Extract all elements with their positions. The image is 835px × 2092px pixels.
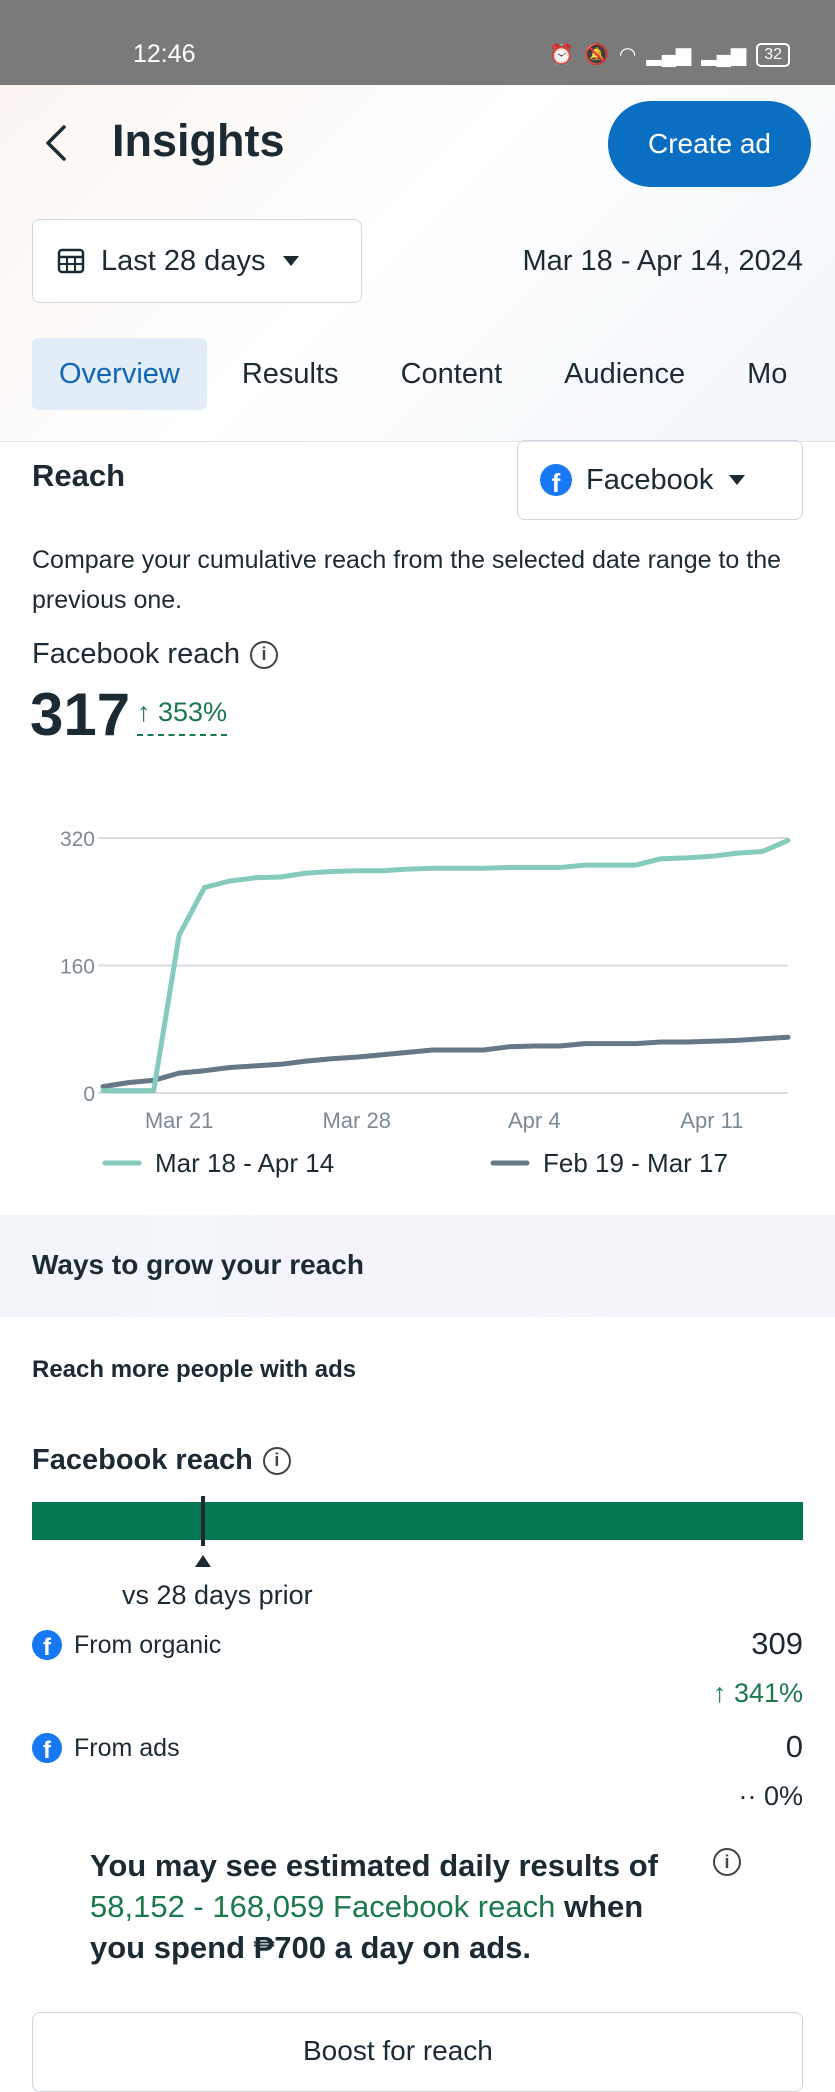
date-filter-dropdown[interactable]: Last 28 days — [32, 219, 362, 303]
facebook-logo-icon: f — [540, 464, 572, 496]
tab-bar: Overview Results Content Audience Mo — [32, 338, 822, 410]
bell-muted-icon: 🔕 — [583, 44, 609, 66]
tab-more[interactable]: Mo — [747, 357, 788, 390]
series-line-0 — [100, 837, 791, 1094]
x-tick-label: Mar 21 — [145, 1108, 213, 1133]
tab-content[interactable]: Content — [400, 357, 503, 390]
chevron-left-icon[interactable] — [38, 123, 78, 163]
source-label-organic: From organic — [74, 1630, 222, 1659]
legend-label: Mar 18 - Apr 14 — [155, 1148, 334, 1178]
estimate-text: You may see estimated daily results of 5… — [90, 1845, 690, 1968]
info-icon[interactable]: i — [713, 1848, 741, 1876]
page-title: Insights — [112, 115, 285, 166]
source-change-organic: ↑ 341% — [712, 1678, 803, 1708]
tab-overview[interactable]: Overview — [32, 338, 207, 410]
source-row-organic: f From organic — [32, 1630, 221, 1660]
x-tick-label: Mar 28 — [322, 1108, 390, 1133]
alarm-icon: ⏰ — [549, 44, 574, 66]
wifi-icon: ◠ — [618, 44, 637, 66]
facebook-reach-label-2: Facebook reach i — [32, 1444, 291, 1477]
info-icon[interactable]: i — [249, 640, 278, 669]
create-ad-button[interactable]: Create ad — [608, 101, 811, 187]
grow-reach-band: Ways to grow your reach — [0, 1215, 835, 1317]
date-filter-label: Last 28 days — [101, 244, 266, 277]
grow-reach-title: Ways to grow your reach — [32, 1249, 364, 1280]
source-label-ads: From ads — [74, 1733, 180, 1762]
facebook-logo-icon: f — [32, 1630, 62, 1660]
platform-label: Facebook — [586, 463, 714, 496]
caret-down-icon — [729, 475, 746, 485]
comparison-label: vs 28 days prior — [122, 1580, 313, 1610]
battery-icon: 32 — [756, 42, 790, 67]
source-row-ads: f From ads — [32, 1733, 180, 1763]
status-icons: ⏰ 🔕 ◠ ▂▄▆ ▂▄▆ 32 — [549, 42, 790, 67]
source-change-ads: ·· 0% — [738, 1781, 803, 1811]
estimate-line1: You may see estimated daily results of — [90, 1848, 658, 1883]
metric-label: Facebook reach — [32, 638, 240, 670]
reach-section-title: Reach — [32, 458, 126, 493]
source-value-organic: 309 — [751, 1626, 803, 1661]
comparison-pointer-icon — [195, 1555, 211, 1567]
y-tick-label: 320 — [60, 828, 95, 851]
boost-card-label: Boost for reach — [303, 2035, 493, 2066]
boost-card[interactable]: Boost for reach — [32, 2012, 803, 2092]
x-tick-label: Apr 11 — [680, 1108, 743, 1133]
comparison-marker — [201, 1496, 205, 1546]
reach-change[interactable]: ↑ 353% — [137, 697, 228, 736]
info-icon[interactable]: i — [262, 1446, 291, 1475]
reach-comparison-bar — [32, 1502, 803, 1540]
x-tick-label: Apr 4 — [508, 1108, 561, 1133]
reach-more-people-title: Reach more people with ads — [32, 1356, 357, 1383]
facebook-reach-label: Facebook reach i — [32, 638, 278, 671]
tab-audience[interactable]: Audience — [564, 357, 686, 390]
y-tick-label: 160 — [60, 956, 95, 979]
legend-label: Feb 19 - Mar 17 — [543, 1148, 728, 1178]
caret-down-icon — [283, 256, 300, 266]
metric-label-2: Facebook reach — [32, 1444, 253, 1476]
source-value-ads: 0 — [785, 1729, 803, 1764]
estimate-highlight: 58,152 - 168,059 Facebook reach — [90, 1889, 556, 1924]
platform-dropdown[interactable]: f Facebook — [517, 440, 803, 520]
estimate-line2: when you spend ₱700 a day on ads. — [90, 1889, 644, 1965]
tab-results[interactable]: Results — [241, 357, 339, 390]
status-time: 12:46 — [133, 40, 196, 68]
y-tick-label: 0 — [83, 1083, 95, 1106]
reach-line-chart: 320 160 0 Mar 21 Mar 28 Apr 4 Apr 11 Mar 18 -… — [60, 828, 791, 1178]
header-area: Insights Create ad Last 28 days Mar 18 -… — [0, 85, 835, 442]
calendar-icon — [57, 248, 85, 274]
status-bar: 12:46 ⏰ 🔕 ◠ ▂▄▆ ▂▄▆ 32 — [0, 0, 835, 85]
signal-icon-2: ▂▄▆ — [701, 44, 747, 66]
series-line-1 — [100, 1034, 791, 1090]
reach-description: Compare your cumulative reach from the s… — [32, 546, 782, 614]
reach-value: 317 — [30, 681, 131, 748]
facebook-logo-icon: f — [32, 1733, 62, 1763]
signal-icon: ▂▄▆ — [646, 44, 692, 66]
date-range-text: Mar 18 - Apr 14, 2024 — [522, 245, 804, 277]
